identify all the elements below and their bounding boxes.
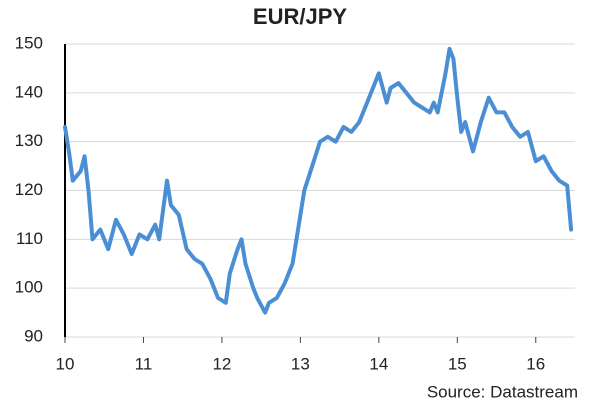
- y-tick-label: 140: [15, 82, 43, 101]
- y-tick-label: 100: [15, 278, 43, 297]
- data-line: [63, 46, 574, 315]
- x-tick-label: 11: [135, 354, 153, 373]
- source-note: Source: Datastream: [427, 382, 578, 401]
- y-tick-label: 150: [15, 33, 43, 52]
- y-tick-label: 130: [15, 131, 43, 150]
- x-tick-label: 15: [448, 354, 467, 373]
- x-tick-label: 16: [526, 354, 545, 373]
- x-tick-label: 13: [291, 354, 310, 373]
- x-tick-label: 10: [56, 354, 75, 373]
- x-tick-label: 14: [369, 354, 388, 373]
- y-tick-label: 90: [24, 326, 43, 345]
- y-tick-label: 120: [15, 180, 43, 199]
- x-tick-label: 12: [212, 354, 231, 373]
- y-tick-label: 110: [16, 229, 43, 248]
- chart-title: EUR/JPY: [253, 4, 347, 29]
